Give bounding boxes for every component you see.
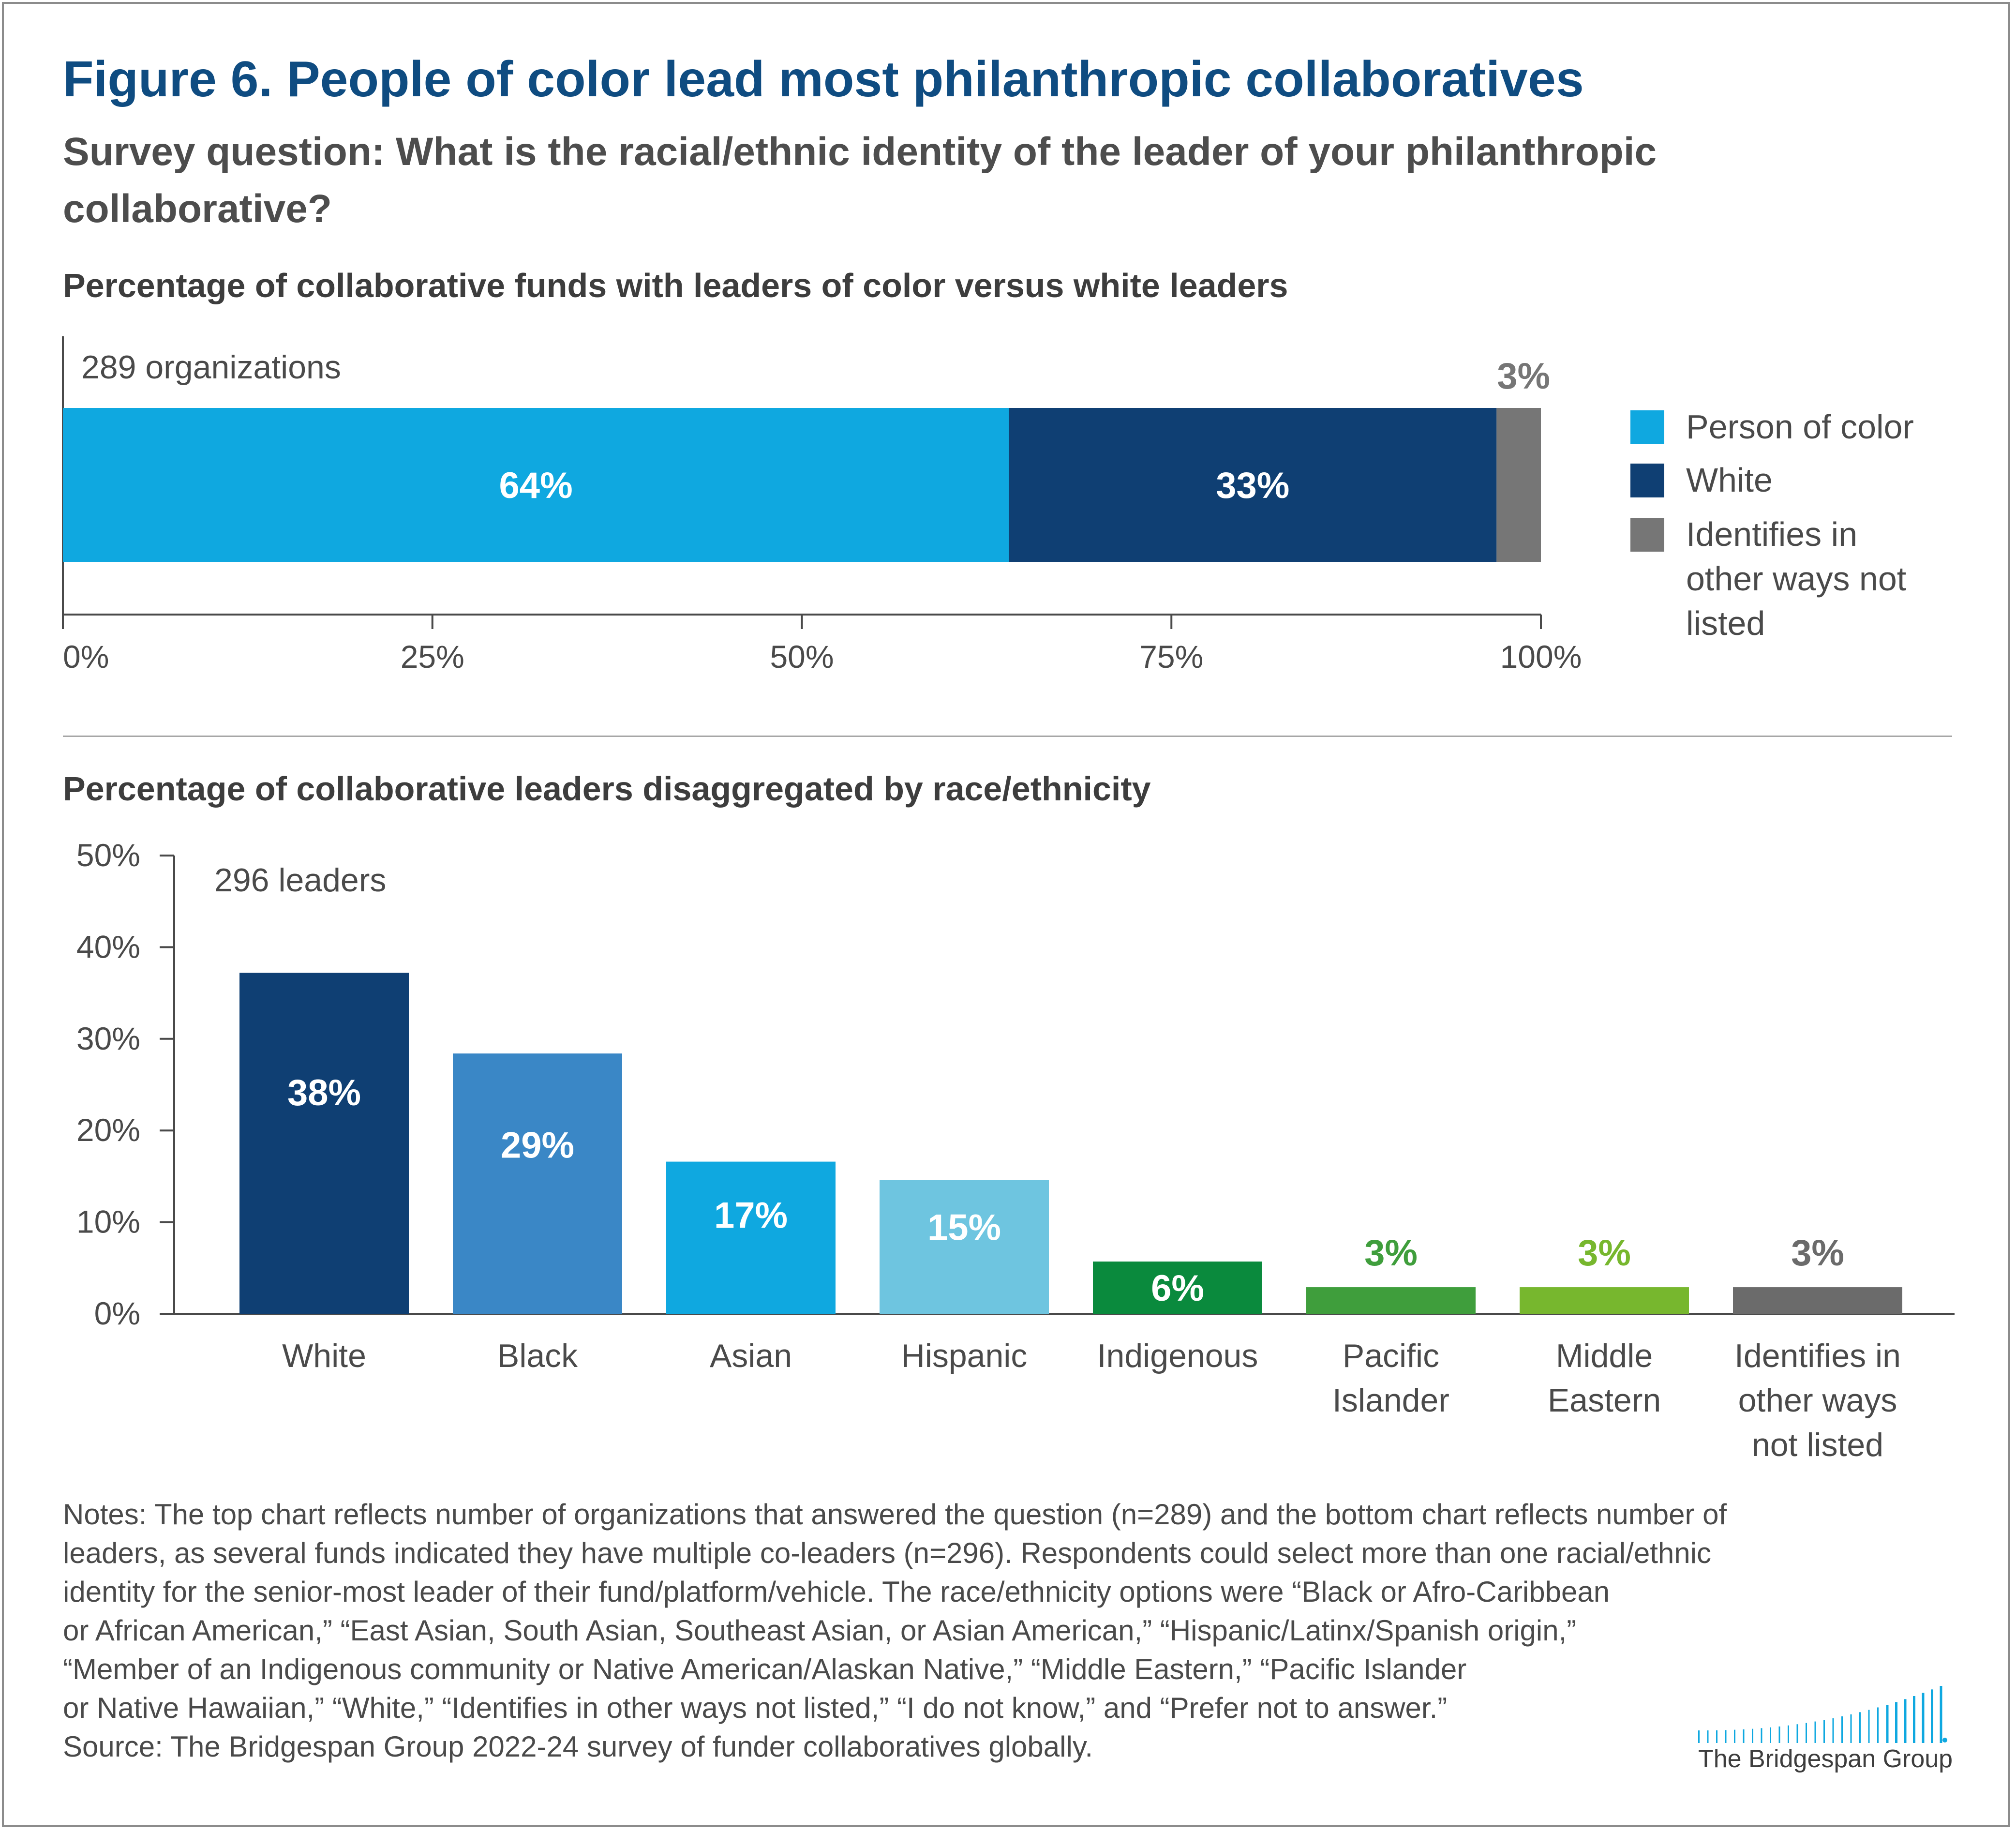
legend-label: Identifies in other ways not listed [1686, 515, 1907, 642]
chart2-bar-label: 15% [927, 1207, 1001, 1248]
legend-label: White [1686, 461, 1773, 499]
logo-bar [1904, 1699, 1907, 1743]
logo-bar [1725, 1730, 1727, 1743]
logo-bar [1940, 1686, 1942, 1743]
logo-bar [1931, 1689, 1933, 1743]
legend-label: Person of color [1686, 408, 1914, 446]
logo-bar [1806, 1723, 1807, 1743]
note-line: identity for the senior-most leader of t… [63, 1576, 1610, 1608]
chart2-bar-label: 6% [1151, 1268, 1204, 1309]
chart1-segment-label: 64% [499, 465, 573, 506]
chart2-bar-2 [666, 1161, 836, 1314]
stacked-bar-chart: 0% 25% 50% 75% 100% 64% 33% 3% [62, 336, 1582, 675]
logo-bar [1770, 1727, 1771, 1743]
chart1-segment-1 [1009, 408, 1497, 562]
chart2-category-label: Identifies in other ways not listed [1734, 1337, 1901, 1463]
chart2-bar-label: 3% [1578, 1232, 1631, 1274]
chart2-sample-size: 296 leaders [214, 862, 387, 899]
chart2-y-tick-label: 0% [94, 1295, 140, 1331]
column-chart: 0% 10% 20% 30% 40% 50% 38% 29% 17% 15% 6% 3% 3% 3% W… [76, 837, 1955, 1463]
chart1-x-tick-label: 25% [401, 639, 464, 675]
logo-bar [1761, 1728, 1762, 1743]
chart1-x-tick-label: 100% [1500, 639, 1582, 675]
logo-bar [1734, 1729, 1735, 1743]
chart2-bar-6 [1520, 1287, 1689, 1314]
chart2-y-tick-label: 20% [76, 1112, 140, 1148]
note-line: Source: The Bridgespan Group 2022-24 sur… [63, 1730, 1093, 1763]
figure-title: Figure 6. People of color lead most phil… [63, 51, 1584, 107]
section-divider [63, 736, 1952, 737]
chart2-bar-3 [880, 1180, 1049, 1314]
chart1-segment-2 [1496, 408, 1541, 562]
notes: Notes: The top chart reflects number of … [63, 1495, 1950, 1766]
chart2-bar-label: 17% [714, 1195, 788, 1236]
logo-bar [1868, 1710, 1870, 1743]
logo-bar [1698, 1730, 1700, 1743]
chart2-bar-4 [1093, 1262, 1262, 1314]
logo-bar [1814, 1721, 1816, 1743]
logo-bar [1832, 1718, 1834, 1743]
logo-bar [1823, 1720, 1825, 1743]
chart2-title: Percentage of collaborative leaders disa… [63, 770, 1151, 808]
logo-dot [1942, 1738, 1947, 1743]
logo-bar [1752, 1728, 1753, 1743]
chart2-y-tick-label: 50% [76, 837, 140, 873]
chart2-y-tick-label: 40% [76, 929, 140, 964]
logo-bar [1743, 1729, 1745, 1743]
note-line: “Member of an Indigenous community or Na… [63, 1653, 1467, 1685]
legend-swatch [1630, 410, 1664, 444]
logo-bar [1886, 1705, 1889, 1743]
logo-bar [1913, 1696, 1915, 1743]
note-line: leaders, as several funds indicated they… [63, 1537, 1711, 1569]
chart2-bar-5 [1306, 1287, 1476, 1314]
chart1-segment-label: 3% [1497, 356, 1550, 397]
chart2-y-tick-label: 30% [76, 1021, 140, 1056]
chart1-x-tick-label: 75% [1139, 639, 1203, 675]
logo-bar [1877, 1707, 1879, 1743]
note-line: Notes: The top chart reflects number of … [63, 1498, 1727, 1531]
chart2-category-label: Middle Eastern [1548, 1337, 1661, 1419]
chart2-category-label: Asian [710, 1337, 792, 1374]
chart2-bar-label: 3% [1364, 1232, 1418, 1274]
chart2-bar-label: 29% [501, 1125, 574, 1166]
chart1-sample-size: 289 organizations [81, 349, 341, 386]
note-line: or African American,” “East Asian, South… [63, 1614, 1577, 1647]
chart2-bar-7 [1733, 1287, 1902, 1314]
chart2-y-tick-label: 10% [76, 1204, 140, 1240]
chart1-title: Percentage of collaborative funds with l… [63, 267, 1288, 304]
logo-bar [1778, 1726, 1780, 1743]
legend-swatch [1630, 518, 1664, 552]
chart2-category-label: Black [497, 1337, 578, 1374]
chart1-segment-label: 33% [1216, 465, 1289, 506]
logo-text: The Bridgespan Group [1698, 1745, 1953, 1773]
figure-subtitle: Survey question: What is the racial/ethn… [63, 130, 1657, 231]
logo-bar [1841, 1716, 1843, 1743]
logo-bar [1707, 1730, 1709, 1743]
chart2-category-label: Indigenous [1097, 1337, 1258, 1374]
chart2-bar-label: 3% [1791, 1232, 1844, 1274]
legend-swatch [1630, 464, 1664, 497]
chart2-category-label: Hispanic [901, 1337, 1028, 1374]
chart2-bar-label: 38% [287, 1072, 361, 1113]
logo-bar [1850, 1714, 1852, 1743]
logo-bar [1895, 1702, 1897, 1743]
logo-bar [1788, 1725, 1789, 1743]
chart1-x-tick-label: 0% [63, 639, 109, 675]
chart2-category-label: Pacific Islander [1332, 1337, 1449, 1419]
logo-bar [1859, 1712, 1861, 1743]
chart1-x-tick-label: 50% [770, 639, 834, 675]
logo-bar [1796, 1724, 1798, 1743]
bridgespan-logo [1698, 1686, 1947, 1743]
logo-bar [1922, 1693, 1925, 1743]
chart2-bar-1 [453, 1053, 622, 1314]
chart2-bar-0 [239, 973, 409, 1314]
logo-bar [1716, 1730, 1717, 1743]
chart1-segment-0 [63, 408, 1009, 562]
note-line: or Native Hawaiian,” “White,” “Identifie… [63, 1692, 1448, 1724]
chart2-category-label: White [282, 1337, 366, 1374]
